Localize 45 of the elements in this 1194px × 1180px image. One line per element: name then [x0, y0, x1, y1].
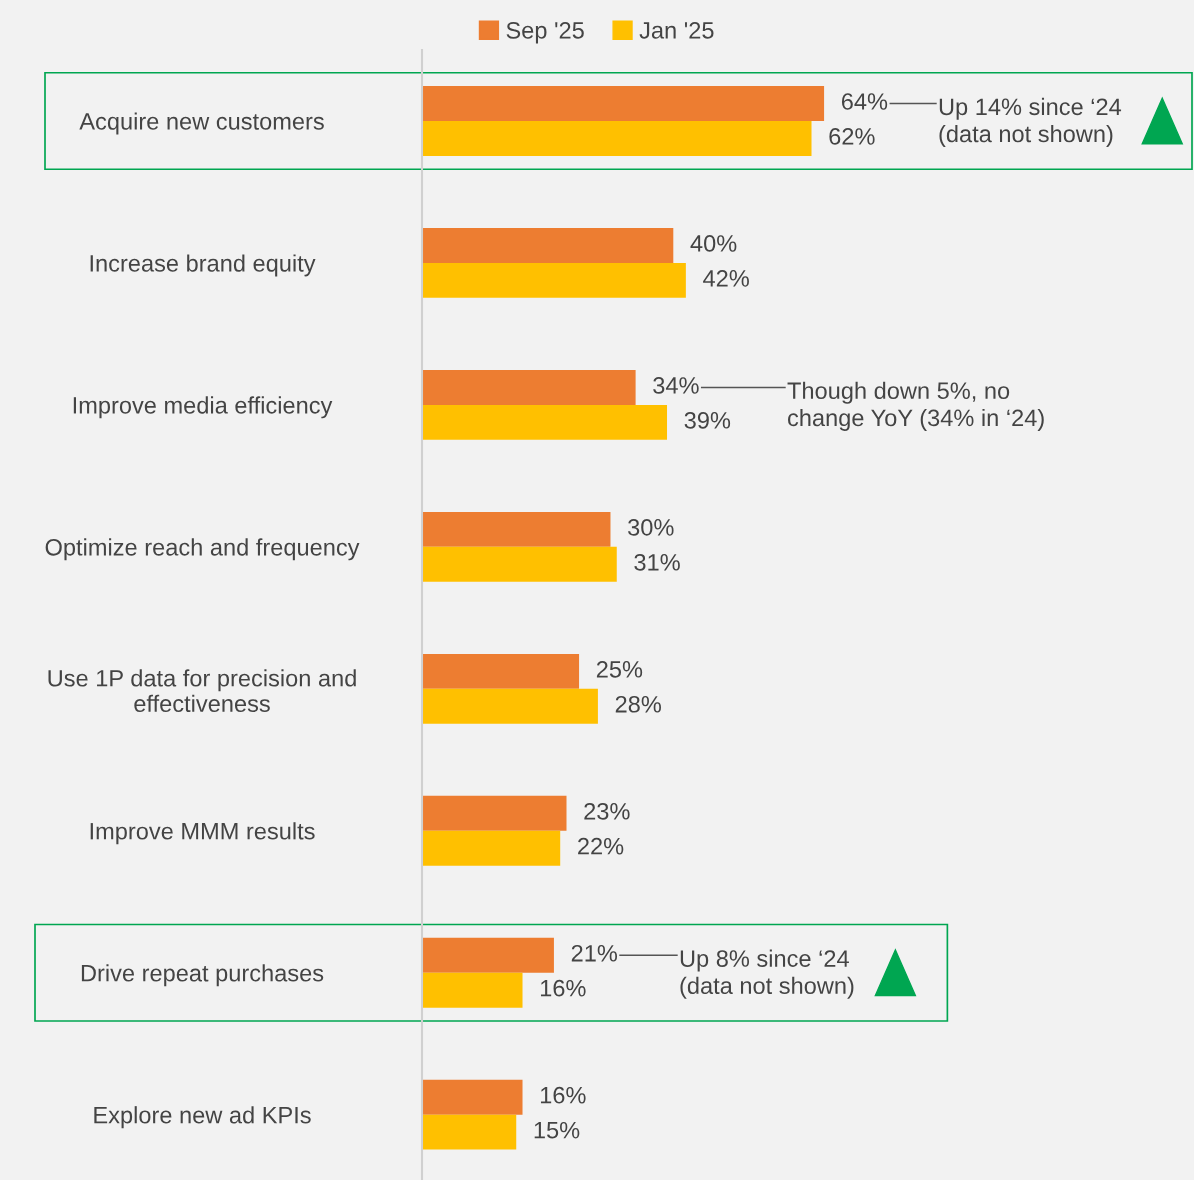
annotation: Though down 5%, no change YoY (34% in ‘24) [787, 381, 1044, 431]
y-tick-label: Drive repeat purchases [81, 964, 324, 987]
legend-label: Sep '25 [506, 22, 584, 44]
data-label: 28% [615, 695, 661, 713]
bar [422, 830, 561, 866]
bar [422, 1114, 517, 1150]
bar [422, 795, 567, 831]
bar [422, 369, 636, 405]
y-tick-label: Explore new ad KPIs [94, 1106, 311, 1129]
bar [422, 972, 523, 1008]
data-label: 23% [584, 802, 630, 820]
data-label: 62% [829, 128, 875, 145]
text: Up 14% since ‘24 (data not shown) [939, 97, 1122, 147]
y-tick-label: Optimize reach and frequency [45, 538, 360, 561]
data-label: 31% [634, 553, 680, 571]
data-label: 15% [534, 1121, 580, 1139]
bar [422, 120, 812, 156]
data-label: 42% [703, 270, 749, 287]
bar [422, 1079, 523, 1115]
legend-label: Jan '25 [639, 22, 714, 39]
y-tick-label: Increase brand equity [90, 254, 316, 277]
bar [422, 546, 617, 582]
y-tick-label: Improve MMM results [90, 822, 315, 845]
data-label: 22% [578, 837, 624, 855]
y-tick-label: Use 1P data for precision and effectiveness [48, 669, 356, 713]
y-tick-label: Improve media efficiency [73, 396, 333, 419]
y-tick-label: Acquire new customers [79, 112, 324, 135]
bar [422, 86, 825, 121]
data-label: 21% [571, 944, 618, 962]
bar [422, 937, 554, 973]
bar [422, 653, 580, 689]
bar [422, 228, 674, 263]
data-label: 30% [628, 519, 674, 536]
annotation: Up 8% since ‘24 (data not shown) [680, 949, 854, 999]
data-label: 25% [596, 660, 643, 678]
bar [422, 511, 611, 547]
bar [422, 262, 686, 298]
bar [422, 404, 668, 440]
bar [422, 688, 598, 724]
data-label: 40% [690, 235, 737, 252]
data-label: 16% [540, 1086, 586, 1104]
data-label: 39% [684, 411, 731, 429]
data-label: 34% [653, 377, 699, 394]
data-label: 64% [841, 93, 888, 110]
data-label: 16% [540, 979, 586, 997]
